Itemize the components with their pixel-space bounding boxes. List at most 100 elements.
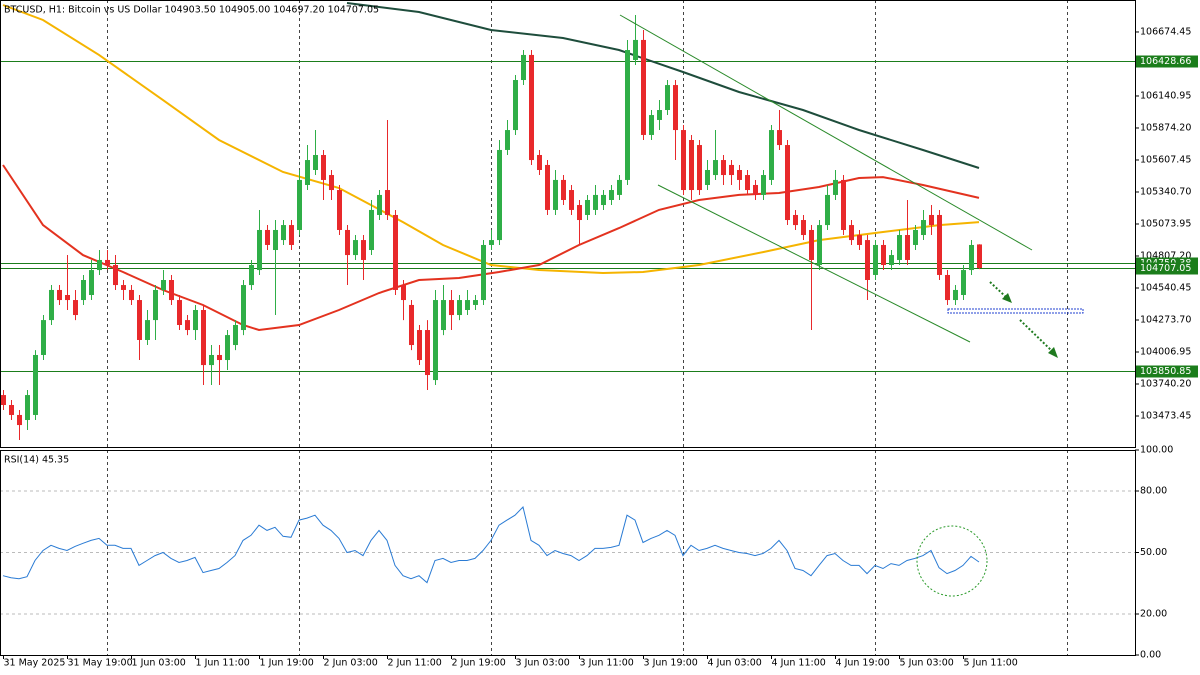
candle-body bbox=[609, 190, 614, 200]
x-tick-label: 5 Jun 11:00 bbox=[964, 658, 1018, 669]
candle-body bbox=[545, 164, 550, 210]
candle-body bbox=[1, 395, 6, 406]
candle-body bbox=[945, 274, 950, 301]
candle-body bbox=[489, 240, 494, 245]
candle-body bbox=[433, 300, 438, 381]
chart-title: BTCUSD, H1: Bitcoin vs US Dollar 104903.… bbox=[4, 5, 379, 16]
candle-body bbox=[809, 229, 814, 260]
candle-body bbox=[153, 289, 158, 321]
candle-body bbox=[585, 199, 590, 215]
candle-body bbox=[657, 110, 662, 120]
candle-body bbox=[65, 295, 70, 301]
annotations bbox=[619, 14, 1084, 597]
candle-body bbox=[169, 280, 174, 301]
grid-layer bbox=[0, 0, 1135, 655]
y-tick-label: 105340.70 bbox=[1140, 186, 1191, 197]
y-tick-label: 104540.45 bbox=[1140, 282, 1191, 293]
candle-body bbox=[241, 285, 246, 331]
candle-body bbox=[537, 154, 542, 170]
x-tick-label: 4 Jun 03:00 bbox=[708, 658, 762, 669]
level-label: 106428.66 bbox=[1140, 56, 1191, 67]
candle-body bbox=[473, 300, 478, 305]
rsi-highlight bbox=[916, 525, 988, 597]
candle-body bbox=[121, 285, 126, 290]
candle-body bbox=[417, 330, 422, 361]
x-tick-label: 31 May 19:00 bbox=[68, 658, 133, 669]
candle-body bbox=[793, 214, 798, 226]
candle-body bbox=[409, 304, 414, 346]
candle-body bbox=[57, 289, 62, 301]
candle-body bbox=[857, 235, 862, 245]
candle-body bbox=[465, 300, 470, 310]
candle-body bbox=[737, 169, 742, 180]
candle-body bbox=[97, 259, 102, 271]
candle-body bbox=[593, 194, 598, 210]
y-tick-label: 105073.95 bbox=[1140, 218, 1191, 229]
level-label-box bbox=[1136, 55, 1198, 68]
candle-body bbox=[865, 240, 870, 281]
candle-body bbox=[569, 190, 574, 210]
x-tick-label: 31 May 2025 bbox=[4, 658, 66, 669]
candle-body bbox=[729, 164, 734, 176]
candle-body bbox=[137, 300, 142, 340]
y-tick-label: 103473.45 bbox=[1140, 410, 1191, 421]
candle-body bbox=[617, 179, 622, 195]
candle-body bbox=[649, 115, 654, 135]
level-label: 103850.85 bbox=[1140, 366, 1191, 377]
candle-body bbox=[497, 149, 502, 241]
candle-body bbox=[289, 225, 294, 245]
candle-body bbox=[217, 354, 222, 361]
y-tick-label: 104006.95 bbox=[1140, 346, 1191, 357]
candle-body bbox=[185, 320, 190, 331]
candle-body bbox=[641, 39, 646, 135]
x-tick-label: 2 Jun 19:00 bbox=[452, 658, 506, 669]
level-label: 104707.05 bbox=[1140, 263, 1191, 274]
candle-body bbox=[681, 130, 686, 191]
y-tick-label: 50.00 bbox=[1140, 547, 1167, 558]
candle-body bbox=[225, 335, 230, 361]
candle-body bbox=[105, 259, 110, 266]
y-tick-label: 104807.20 bbox=[1140, 250, 1191, 261]
candle-body bbox=[161, 280, 166, 290]
channel-upper bbox=[619, 14, 1033, 251]
candle-body bbox=[49, 289, 54, 321]
candle-body bbox=[625, 50, 630, 180]
x-tick-label: 1 Jun 19:00 bbox=[260, 658, 314, 669]
candle-body bbox=[25, 395, 30, 421]
moving-average bbox=[346, 2, 980, 169]
candle-body bbox=[889, 255, 894, 266]
candle-body bbox=[113, 265, 118, 286]
x-tick-label: 3 Jun 11:00 bbox=[580, 658, 634, 669]
x-tick-label: 4 Jun 11:00 bbox=[772, 658, 826, 669]
candle-body bbox=[505, 130, 510, 150]
candle-body bbox=[425, 330, 430, 376]
candle-body bbox=[577, 205, 582, 221]
candle-body bbox=[9, 405, 14, 415]
x-tick-label: 2 Jun 03:00 bbox=[324, 658, 378, 669]
candle-body bbox=[721, 160, 726, 176]
candle-body bbox=[193, 309, 198, 331]
candle-body bbox=[273, 229, 278, 251]
level-label-box bbox=[1136, 262, 1198, 275]
y-tick-label: 105607.45 bbox=[1140, 154, 1191, 165]
candle-body bbox=[209, 354, 214, 366]
level-label-box bbox=[1136, 365, 1198, 378]
candle-body bbox=[913, 229, 918, 245]
candle-body bbox=[881, 244, 886, 266]
candle-body bbox=[849, 225, 854, 241]
candle-body bbox=[353, 240, 358, 256]
candle-body bbox=[633, 39, 638, 60]
y-tick-label: 20.00 bbox=[1140, 609, 1167, 620]
candle-body bbox=[329, 175, 334, 191]
candle-body bbox=[129, 289, 134, 301]
candle-body bbox=[761, 175, 766, 195]
x-tick-label: 3 Jun 03:00 bbox=[516, 658, 570, 669]
marks-layer bbox=[1, 2, 982, 584]
candle-body bbox=[801, 220, 806, 236]
candle-body bbox=[313, 154, 318, 170]
candle-body bbox=[601, 194, 606, 206]
channel-lower bbox=[657, 184, 971, 343]
candle-body bbox=[393, 214, 398, 290]
